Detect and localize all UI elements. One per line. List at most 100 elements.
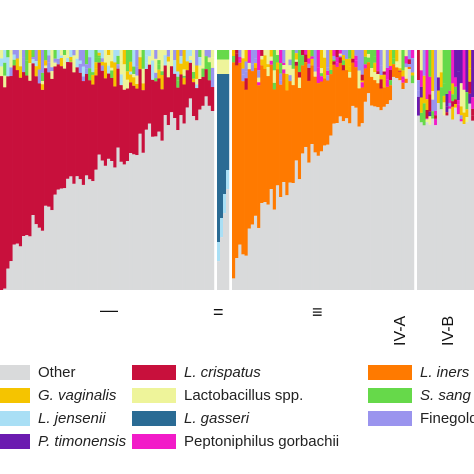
- bar-segment: [388, 80, 393, 86]
- bar-segment: [144, 50, 149, 56]
- bar-segment: [207, 57, 212, 63]
- bar-segment: [310, 50, 314, 57]
- bar-segment: [78, 63, 83, 73]
- bar-segment: [454, 50, 458, 78]
- bar-segment: [116, 55, 120, 65]
- bar-segment: [53, 62, 57, 67]
- bar-segment: [119, 60, 124, 75]
- bar-segment: [431, 50, 435, 92]
- bar-segment: [351, 62, 355, 106]
- bar-segment: [392, 50, 396, 59]
- bar-segment: [307, 58, 311, 64]
- bar-segment: [210, 67, 215, 88]
- bar-segment: [9, 261, 13, 290]
- bar-segment: [419, 86, 424, 98]
- bar-segment: [241, 50, 245, 59]
- bar-segment: [147, 64, 152, 124]
- bar-segment: [335, 66, 340, 124]
- bar-segment: [75, 58, 80, 68]
- bar-segment: [223, 194, 227, 214]
- bar-segment: [272, 82, 277, 90]
- bar-segment: [263, 50, 267, 56]
- bar-segment: [44, 60, 48, 66]
- bar-segment: [173, 60, 177, 74]
- bar-segment: [326, 80, 330, 145]
- bar-segment: [191, 79, 196, 83]
- bar-segment: [307, 67, 311, 81]
- bar-segment: [154, 78, 158, 82]
- bar-segment: [125, 161, 130, 290]
- bar-segment: [357, 88, 362, 127]
- bar-segment: [185, 50, 190, 62]
- bar-segment: [15, 58, 20, 71]
- bar-segment: [62, 55, 67, 69]
- bar-segment: [247, 228, 252, 290]
- bar-segment: [195, 120, 199, 290]
- bar-segment: [379, 75, 383, 80]
- bar-segment: [50, 78, 54, 211]
- bar-segment: [18, 66, 23, 78]
- bar-segment: [332, 50, 336, 56]
- bar-segment: [241, 254, 245, 290]
- bar-segment: [445, 115, 449, 290]
- bar-segment: [129, 61, 133, 72]
- bar-segment: [176, 130, 180, 290]
- bar-segment: [241, 81, 245, 255]
- bar-segment: [244, 50, 249, 62]
- bar-segment: [434, 50, 438, 88]
- bar-segment: [419, 112, 424, 123]
- bar-segment: [31, 215, 35, 290]
- bar-segment: [407, 59, 412, 65]
- bar-segment: [422, 125, 426, 290]
- bar-segment: [50, 50, 54, 68]
- bar-segment: [97, 62, 102, 155]
- bar-segment: [31, 50, 35, 57]
- bar-segment: [401, 79, 405, 83]
- bar-segment: [332, 55, 336, 60]
- bar-segment: [94, 75, 98, 170]
- bar-segment: [6, 76, 10, 269]
- group-label-I: —: [100, 300, 118, 320]
- bar-segment: [217, 59, 221, 74]
- bar-segment: [282, 69, 286, 74]
- legend-label: L. iners: [420, 363, 470, 381]
- bar-segment: [341, 65, 346, 71]
- bar-segment: [125, 79, 130, 89]
- bar-segment: [266, 76, 271, 205]
- bar-segment: [195, 88, 199, 121]
- bar-segment: [407, 66, 412, 70]
- bar-segment: [176, 80, 180, 88]
- bar-segment: [62, 50, 67, 55]
- bar-segment: [217, 242, 221, 262]
- bar-segment: [163, 65, 168, 116]
- bar-segment: [442, 83, 446, 96]
- bar-segment: [313, 65, 318, 72]
- bar-segment: [220, 59, 224, 74]
- bar-segment: [147, 50, 152, 57]
- bar-segment: [53, 61, 57, 63]
- bar-segment: [471, 97, 474, 109]
- bar-segment: [253, 63, 258, 69]
- bar-segment: [370, 68, 374, 77]
- bar-segment: [75, 176, 80, 290]
- bar-segment: [144, 55, 149, 63]
- bar-segment: [238, 59, 242, 63]
- bar-segment: [428, 116, 432, 125]
- bar-segment: [376, 71, 380, 75]
- bar-segment: [288, 81, 292, 183]
- bar-segment: [401, 89, 405, 290]
- bar-segment: [451, 83, 455, 95]
- bar-segment: [160, 50, 164, 72]
- bar-segment: [459, 83, 463, 107]
- bar-segment: [129, 82, 133, 153]
- bar-segment: [344, 70, 349, 119]
- bar-segment: [132, 77, 136, 86]
- bar-segment: [338, 55, 343, 58]
- bar-segment: [419, 50, 424, 71]
- bar-segment: [116, 68, 120, 148]
- bar-segment: [313, 50, 318, 66]
- bar-segment: [207, 105, 212, 291]
- bar-segment: [310, 65, 314, 145]
- bar-segment: [247, 69, 252, 229]
- bar-segment: [301, 153, 305, 290]
